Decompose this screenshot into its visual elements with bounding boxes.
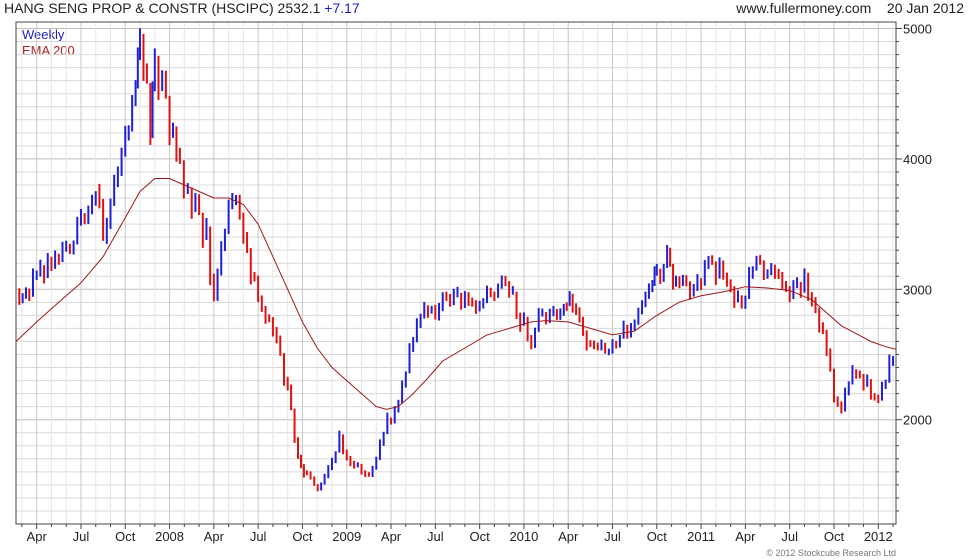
x-tick-label: Apr <box>27 529 48 544</box>
title-change: +7.17 <box>324 0 360 16</box>
x-tick-label: 2012 <box>864 529 893 544</box>
copyright-note: © 2012 Stockcube Research Ltd <box>766 548 896 558</box>
x-axis: Apr Jul Oct 2008 Apr Jul Oct 2009 Apr Jul Oct 2010 A… <box>21 524 894 544</box>
x-tick-label: 2008 <box>155 529 184 544</box>
x-tick-label: Jul <box>781 529 798 544</box>
y-tick-label: 3000 <box>903 282 932 297</box>
grid-lines <box>16 22 896 524</box>
x-tick-label: Oct <box>824 529 845 544</box>
x-tick-label: Apr <box>204 529 225 544</box>
chart-date: 20 Jan 2012 <box>886 0 964 16</box>
chart-title: HANG SENG PROP & CONSTR (HSCIPC) 2532.1 … <box>4 0 360 16</box>
x-tick-label: Apr <box>558 529 579 544</box>
source-link[interactable]: www.fullermoney.com <box>736 0 872 16</box>
title-text: HANG SENG PROP & CONSTR (HSCIPC) 2532.1 <box>4 0 321 16</box>
x-tick-label: Jul <box>604 529 621 544</box>
x-tick-label: Apr <box>381 529 402 544</box>
x-tick-label: Oct <box>292 529 313 544</box>
x-tick-label: Oct <box>115 529 136 544</box>
y-tick-label: 4000 <box>903 152 932 167</box>
legend-weekly: Weekly <box>22 27 65 42</box>
price-bars <box>18 28 895 492</box>
x-tick-label: Oct <box>470 529 491 544</box>
y-tick-label: 2000 <box>903 413 932 428</box>
x-tick-label: Jul <box>73 529 90 544</box>
x-tick-label: Jul <box>250 529 267 544</box>
x-tick-label: 2010 <box>509 529 538 544</box>
ema-200-line <box>15 178 897 410</box>
x-tick-label: 2011 <box>687 529 715 544</box>
chart-source-date: www.fullermoney.com 20 Jan 2012 <box>736 0 964 16</box>
plot-frame <box>15 21 897 525</box>
y-tick-label: 5000 <box>903 22 932 37</box>
y-axis: 2000 3000 4000 5000 <box>896 22 932 512</box>
x-tick-label: Jul <box>427 529 444 544</box>
x-tick-label: Oct <box>647 529 668 544</box>
x-tick-label: Apr <box>735 529 756 544</box>
x-tick-label: 2009 <box>332 529 361 544</box>
